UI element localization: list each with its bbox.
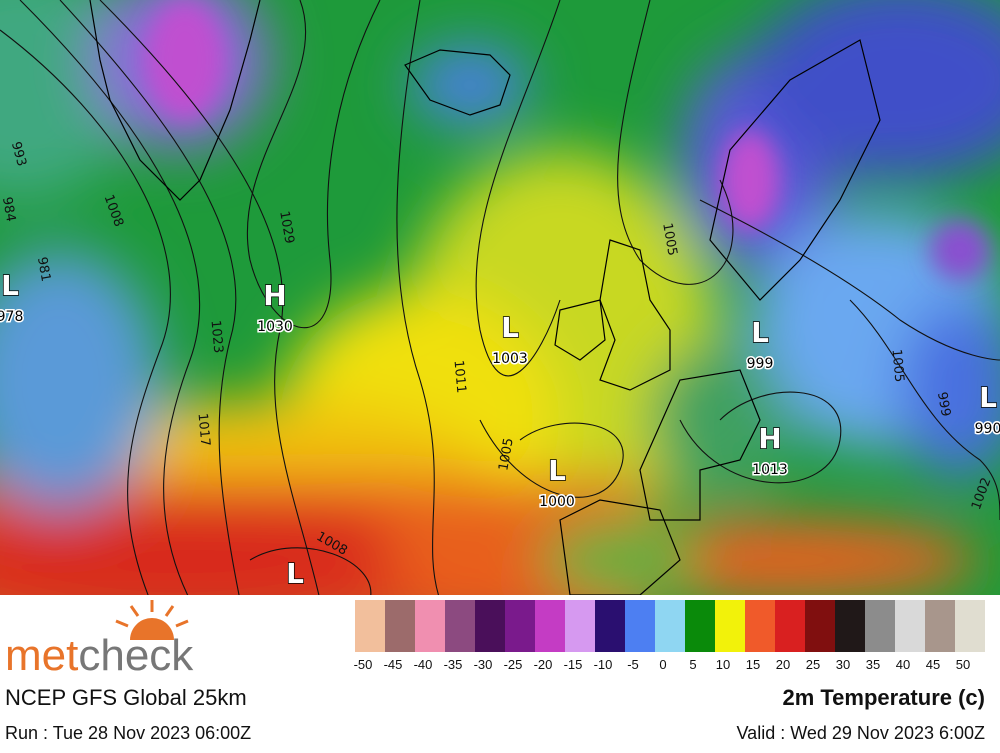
pressure-letter: H [263, 279, 286, 312]
parameter-title: 2m Temperature (c) [782, 685, 985, 710]
legend-swatch [715, 600, 745, 652]
legend-swatch [445, 600, 475, 652]
legend-swatch [685, 600, 715, 652]
legend-swatch [655, 600, 685, 652]
legend-swatch [805, 600, 835, 652]
pressure-value: 1013 [752, 462, 788, 478]
logo-prefix: met [5, 631, 78, 680]
legend-label: -35 [444, 657, 463, 672]
pressure-letter: L [548, 454, 566, 487]
legend-label: -20 [534, 657, 553, 672]
isobar-label: 993 [8, 140, 29, 168]
isobar-label: 1023 [208, 320, 226, 354]
legend-swatch [565, 600, 595, 652]
legend-swatch [895, 600, 925, 652]
pressure-letter: L [1, 269, 19, 302]
legend-swatch [865, 600, 895, 652]
isobar-label: 984 [0, 196, 18, 223]
legend-label: -5 [627, 657, 639, 672]
pressure-letter: L [501, 311, 519, 344]
legend-swatch [745, 600, 775, 652]
isobar-label: 1005 [889, 349, 907, 383]
color-legend: -50 -45 -40 -35 -30 -25 -20 -15 -10 -5 0 5 10 15 20 25 3… [354, 600, 985, 672]
legend-label: -45 [384, 657, 403, 672]
logo-sun [115, 600, 189, 628]
legend-label: 15 [746, 657, 760, 672]
logo-sun-disc [130, 618, 174, 640]
temperature-map [0, 0, 1000, 595]
legend-label: -15 [564, 657, 583, 672]
legend-swatch [835, 600, 865, 652]
legend-swatch [925, 600, 955, 652]
legend-swatch [385, 600, 415, 652]
legend-label: -25 [504, 657, 523, 672]
pressure-value: 990 [975, 421, 1000, 437]
pressure-value: 978 [0, 309, 23, 325]
legend-label: 25 [806, 657, 820, 672]
legend-label: -40 [414, 657, 433, 672]
legend-label: 40 [896, 657, 910, 672]
logo: metcheck [5, 600, 194, 680]
legend-swatch [355, 600, 385, 652]
logo-suffix: check [78, 631, 194, 680]
legend-label: 0 [659, 657, 666, 672]
legend-label: 20 [776, 657, 790, 672]
legend-swatch [625, 600, 655, 652]
legend-swatch [535, 600, 565, 652]
legend-label: 30 [836, 657, 850, 672]
pressure-value: 1003 [492, 351, 528, 367]
coastlines [89, 0, 881, 595]
legend-label: -50 [354, 657, 373, 672]
legend-swatch [505, 600, 535, 652]
legend-swatch [595, 600, 625, 652]
isobar-label: 1005 [659, 222, 680, 257]
legend-label: -30 [474, 657, 493, 672]
pressure-value: 1030 [257, 319, 293, 335]
model-name: NCEP GFS Global 25km [5, 685, 247, 710]
valid-time: Valid : Wed 29 Nov 2023 6:00Z [737, 723, 985, 743]
legend-swatch [775, 600, 805, 652]
pressure-letter: L [751, 316, 769, 349]
legend-label: 35 [866, 657, 880, 672]
logo-text: metcheck [5, 631, 194, 680]
pressure-centers: L 978 H 1030 L 1003 L 999 H 1013 L 1000 L L 990 [0, 268, 1000, 591]
legend-label: 5 [689, 657, 696, 672]
run-time: Run : Tue 28 Nov 2023 06:00Z [5, 723, 251, 743]
isobar-label: 999 [934, 391, 953, 418]
legend-label: 10 [716, 657, 730, 672]
isobar-label: 1011 [451, 360, 469, 394]
isobars [0, 0, 1000, 595]
legend-label: 50 [956, 657, 970, 672]
isobar-label: 1017 [195, 413, 213, 447]
legend-label: 45 [926, 657, 940, 672]
isobar-label: 1005 [496, 437, 517, 472]
legend-swatch [475, 600, 505, 652]
pressure-value: 999 [747, 356, 774, 372]
legend-label: -10 [594, 657, 613, 672]
pressure-letter: L [979, 381, 997, 414]
isobar-label: 1029 [276, 210, 297, 245]
isobar-label: 981 [34, 256, 53, 283]
legend-swatch [415, 600, 445, 652]
pressure-value: 1000 [539, 494, 575, 510]
pressure-letter: L [286, 557, 304, 590]
pressure-letter: H [758, 422, 781, 455]
legend-swatch [955, 600, 985, 652]
